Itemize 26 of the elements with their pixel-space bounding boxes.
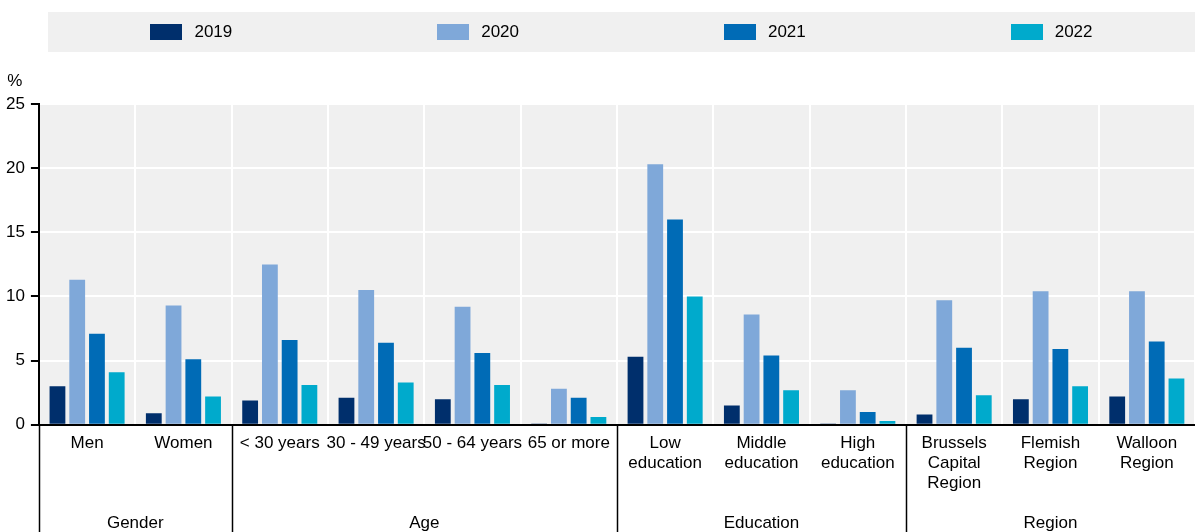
legend-label: 2021 — [767, 22, 806, 42]
x-tick-label: Flemish Region — [1020, 432, 1081, 473]
x-tick-label: High education — [820, 432, 895, 473]
y-tick-label: 5 — [15, 350, 25, 370]
x-tick-label: Brussels Capital Region — [921, 432, 987, 493]
y-tick-label: 25 — [5, 93, 25, 113]
x-tick-label: Low education — [628, 432, 702, 473]
x-tick-label: Women — [154, 432, 213, 452]
text: Region — [1023, 513, 1078, 532]
x-tick-label: Walloon Region — [1116, 432, 1178, 473]
y-axis-title: % — [7, 71, 23, 91]
x-tick-label: Middle education — [724, 432, 799, 473]
y-tick-label: 0 — [15, 414, 25, 434]
x-tick-label: < 30 years — [239, 432, 320, 452]
y-tick-label: 10 — [5, 286, 25, 306]
legend-label: 2022 — [1054, 22, 1093, 42]
legend-label: 2019 — [194, 22, 233, 42]
text: Education — [723, 513, 800, 532]
text: Age — [409, 513, 440, 532]
y-tick-label: 20 — [5, 157, 25, 177]
y-tick-label: 15 — [5, 222, 25, 242]
x-tick-label: 65 or more — [527, 432, 610, 452]
x-tick-label: 50 - 64 years — [422, 432, 523, 452]
legend-label: 2020 — [481, 22, 520, 42]
text: Gender — [106, 513, 164, 532]
x-tick-label: Men — [70, 432, 104, 452]
